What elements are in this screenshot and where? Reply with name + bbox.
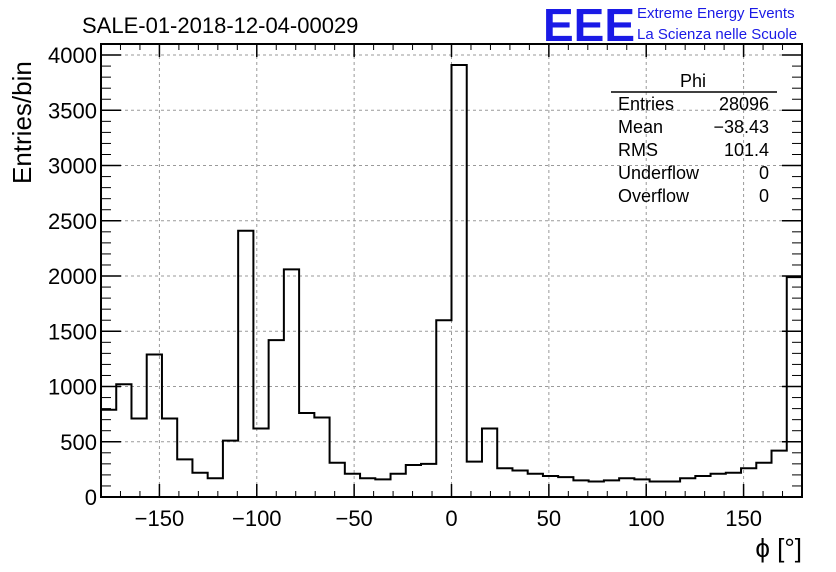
x-tick-label: −100 bbox=[232, 506, 282, 531]
histogram-line bbox=[101, 63, 802, 483]
logo-line2: La Scienza nelle Scuole bbox=[637, 26, 797, 43]
y-tick-label: 3500 bbox=[48, 98, 97, 123]
stats-row-value: −38.43 bbox=[713, 117, 769, 137]
y-tick-label: 3000 bbox=[48, 154, 97, 179]
stats-row-value: 101.4 bbox=[724, 140, 769, 160]
chart-title: SALE-01-2018-12-04-00029 bbox=[82, 13, 358, 38]
stats-row-label: RMS bbox=[618, 140, 658, 160]
y-tick-label: 1000 bbox=[48, 375, 97, 400]
eee-logo: EEE Extreme Energy Events La Scienza nel… bbox=[543, 0, 797, 51]
axis-ticks: −150 −100 −50 0 50 100 15005001000150020002500… bbox=[48, 43, 803, 531]
y-tick-label: 2500 bbox=[48, 209, 97, 234]
y-tick-label: 500 bbox=[60, 430, 97, 455]
x-tick-label: −50 bbox=[335, 506, 372, 531]
stats-row-value: 28096 bbox=[719, 94, 769, 114]
stats-title: Phi bbox=[680, 71, 706, 91]
x-tick-label: 100 bbox=[628, 506, 665, 531]
stats-row-label: Underflow bbox=[618, 163, 700, 183]
stats-row-value: 0 bbox=[759, 186, 769, 206]
y-tick-label: 4000 bbox=[48, 43, 97, 68]
stats-row-label: Mean bbox=[618, 117, 663, 137]
y-axis-label: Entries/bin bbox=[7, 61, 37, 184]
x-tick-label: −150 bbox=[135, 506, 185, 531]
y-tick-label: 2000 bbox=[48, 264, 97, 289]
x-tick-label: 50 bbox=[537, 506, 561, 531]
logo-mark: EEE bbox=[543, 0, 635, 51]
y-tick-label: 1500 bbox=[48, 319, 97, 344]
stats-box: Phi Entries 28096 Mean −38.43 RMS 101.4 Underf… bbox=[611, 71, 777, 206]
stats-row-value: 0 bbox=[759, 163, 769, 183]
x-tick-label: 0 bbox=[445, 506, 457, 531]
y-tick-label: 0 bbox=[85, 485, 97, 510]
stats-row-label: Overflow bbox=[618, 186, 690, 206]
x-axis-label: ϕ [°] bbox=[755, 533, 802, 563]
stats-row-label: Entries bbox=[618, 94, 674, 114]
logo-line1: Extreme Energy Events bbox=[637, 5, 795, 22]
x-tick-label: 150 bbox=[725, 506, 762, 531]
